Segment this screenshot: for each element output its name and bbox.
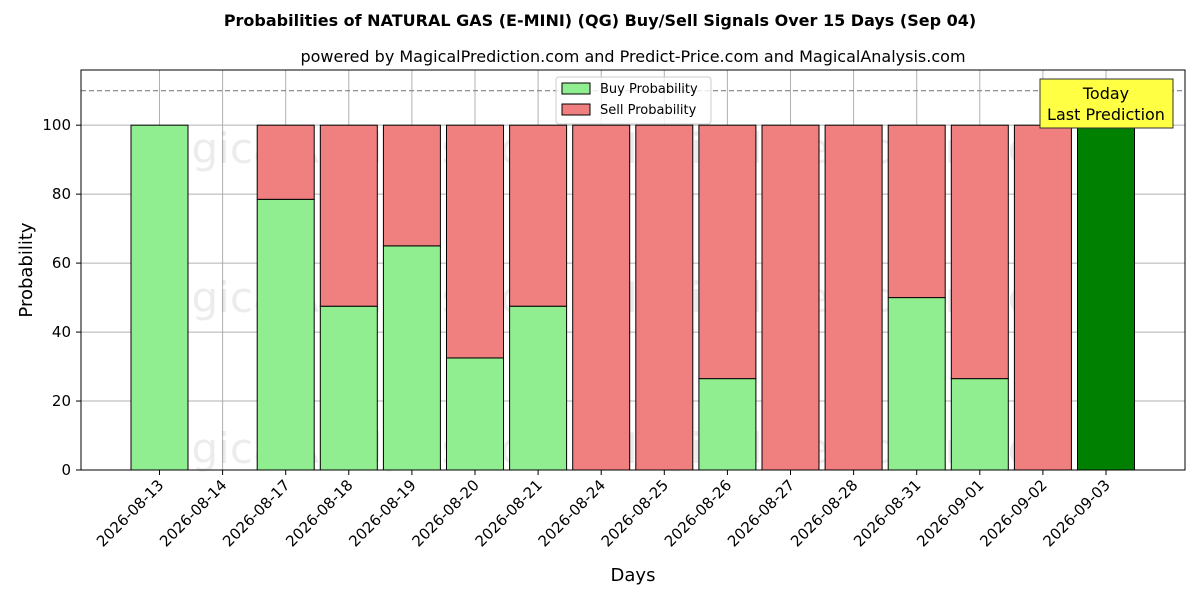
y-tick-label: 60 — [52, 254, 71, 272]
sell-bar — [887, 124, 946, 299]
sell-bar — [319, 124, 378, 307]
legend-box — [555, 76, 712, 125]
buy-bar — [382, 245, 441, 471]
legend-label-buy: Buy Probability — [600, 82, 698, 97]
chart-title: Probabilities of NATURAL GAS (E-MINI) (Q… — [224, 11, 976, 30]
buy-bar — [698, 378, 757, 471]
y-tick-label: 80 — [52, 185, 71, 203]
buy-bar — [256, 198, 315, 471]
today-annotation-line2: Last Prediction — [1047, 105, 1165, 124]
y-tick-label: 0 — [61, 461, 71, 479]
sell-bar — [1013, 124, 1072, 471]
sell-bar — [635, 124, 694, 471]
today-annotation: Today Last Prediction — [1039, 78, 1174, 129]
sell-bar — [446, 124, 504, 359]
y-tick-label: 20 — [52, 392, 71, 410]
sell-bar — [761, 124, 820, 471]
sell-bar — [572, 124, 631, 471]
sell-bar — [950, 124, 1009, 380]
x-axis-label: Days — [611, 565, 656, 586]
buy-bar — [509, 305, 568, 471]
plot-frame — [80, 69, 1186, 471]
buy-bar — [446, 357, 504, 471]
legend-swatch-sell — [561, 103, 591, 116]
buy-bar — [887, 297, 946, 471]
axes — [80, 69, 1186, 471]
chart-subtitle: powered by MagicalPrediction.com and Pre… — [300, 47, 965, 66]
buy-bar — [1077, 124, 1135, 471]
buy-bar — [319, 305, 378, 471]
legend: Buy Probability Sell Probability — [555, 76, 712, 125]
sell-bar — [698, 124, 757, 380]
buy-bar — [130, 124, 189, 471]
sell-bar — [509, 124, 568, 307]
today-annotation-line1: Today — [1082, 84, 1129, 103]
y-axis-label: Probability — [16, 222, 37, 317]
sell-bar — [824, 124, 883, 471]
sell-bar — [382, 124, 441, 247]
legend-swatch-buy — [561, 82, 591, 95]
legend-label-sell: Sell Probability — [600, 103, 697, 118]
today-annotation-box — [1039, 78, 1174, 129]
buy-bar — [950, 378, 1009, 471]
y-tick-label: 40 — [52, 323, 71, 341]
sell-bar — [256, 124, 315, 200]
y-ticks: 0 20 40 60 80 100 — [42, 116, 81, 479]
y-tick-label: 100 — [42, 116, 71, 134]
